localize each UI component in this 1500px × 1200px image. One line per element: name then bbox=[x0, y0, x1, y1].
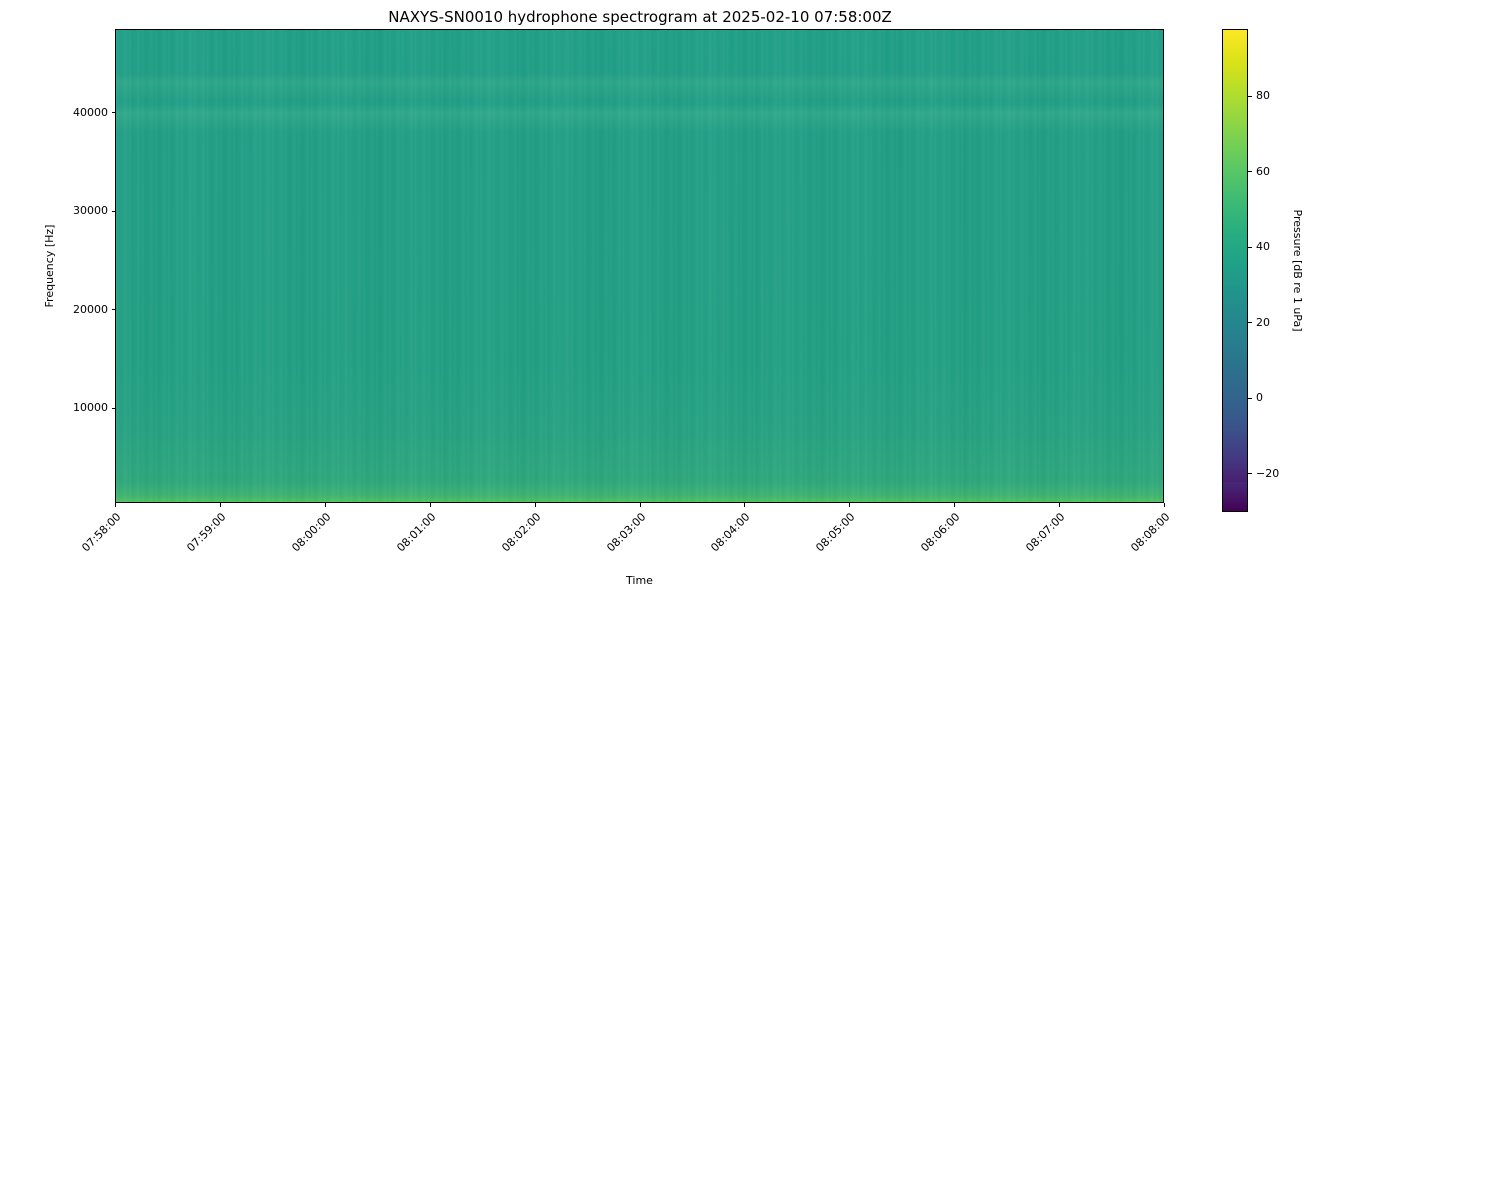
ytick-label-20000: 20000 bbox=[73, 302, 108, 316]
xtick-mark-1 bbox=[219, 503, 221, 507]
colorbar-tick-mark-60 bbox=[1248, 171, 1252, 173]
xtick-mark-10 bbox=[1164, 503, 1166, 507]
xtick-label-9: 08:07:00 bbox=[1023, 510, 1068, 555]
xtick-mark-3 bbox=[429, 503, 431, 507]
xtick-mark-0 bbox=[115, 503, 117, 507]
xtick-mark-6 bbox=[744, 503, 746, 507]
colorbar-tick-label-0: 0 bbox=[1256, 391, 1263, 405]
xtick-mark-8 bbox=[954, 503, 956, 507]
ytick-mark-30000 bbox=[111, 210, 115, 212]
colorbar-tick-label-80: 80 bbox=[1256, 89, 1270, 103]
xtick-label-6: 08:04:00 bbox=[708, 510, 753, 555]
colorbar-tick-mark--20 bbox=[1248, 473, 1252, 475]
x-axis-label: Time bbox=[626, 574, 653, 587]
spectrogram-image bbox=[116, 30, 1163, 502]
colorbar-tick-mark-20 bbox=[1248, 322, 1252, 324]
ytick-label-40000: 40000 bbox=[73, 105, 108, 119]
ytick-label-30000: 30000 bbox=[73, 204, 108, 218]
colorbar-tick-label-20: 20 bbox=[1256, 315, 1270, 329]
colorbar-tick-label-40: 40 bbox=[1256, 240, 1270, 254]
xtick-mark-9 bbox=[1059, 503, 1061, 507]
colorbar-tick-label-60: 60 bbox=[1256, 164, 1270, 178]
xtick-mark-2 bbox=[324, 503, 326, 507]
matplotlib-figure: NAXYS-SN0010 hydrophone spectrogram at 2… bbox=[43, 8, 1304, 587]
y-axis-label: Frequency [Hz] bbox=[43, 224, 56, 308]
xtick-mark-5 bbox=[639, 503, 641, 507]
ytick-mark-40000 bbox=[111, 112, 115, 114]
ytick-mark-20000 bbox=[111, 309, 115, 311]
colorbar-tick-mark-80 bbox=[1248, 95, 1252, 97]
colorbar-tick-mark-40 bbox=[1248, 246, 1252, 248]
page-title: NAXYS-SN0010 hydrophone spectrogram at 2… bbox=[388, 8, 892, 26]
xtick-mark-7 bbox=[849, 503, 851, 507]
colorbar-tick-label--20: −20 bbox=[1256, 466, 1280, 480]
colorbar-gradient bbox=[1223, 30, 1247, 511]
colorbar-tick-mark-0 bbox=[1248, 397, 1252, 399]
xtick-label-7: 08:05:00 bbox=[813, 510, 858, 555]
spectrogram-axes[interactable] bbox=[115, 29, 1164, 503]
xtick-label-8: 08:06:00 bbox=[918, 510, 963, 555]
ytick-label-10000: 10000 bbox=[73, 401, 108, 414]
colorbar-label: Pressure [dB re 1 uPa] bbox=[1291, 209, 1304, 332]
xtick-label-10: 08:08:00 bbox=[1128, 510, 1173, 555]
xtick-mark-4 bbox=[534, 503, 536, 507]
colorbar-axes[interactable] bbox=[1222, 29, 1248, 512]
ytick-mark-10000 bbox=[111, 407, 115, 409]
